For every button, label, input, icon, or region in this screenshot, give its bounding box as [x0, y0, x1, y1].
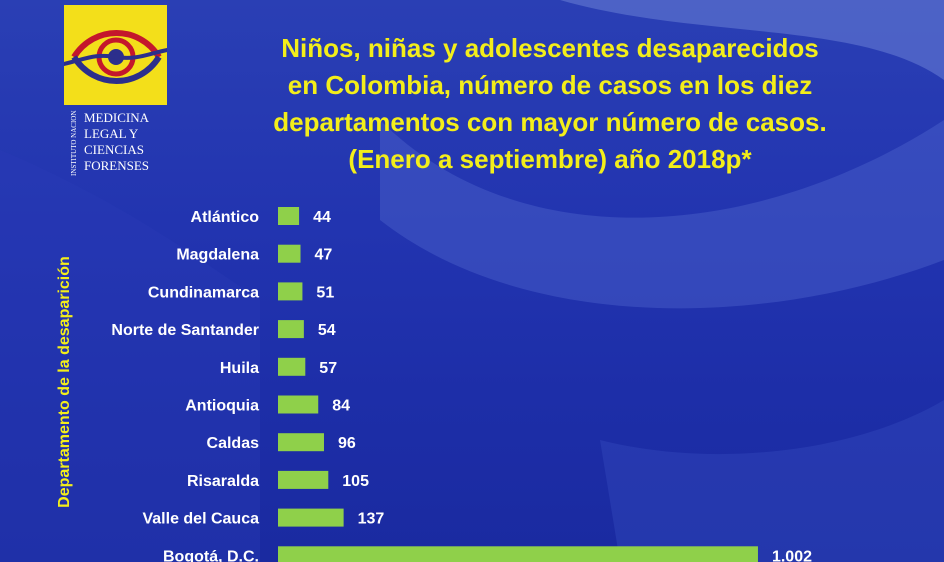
value-label: 1.002 [772, 548, 812, 562]
category-label: Antioquia [185, 398, 259, 415]
bar [278, 357, 306, 376]
bars-group: Atlántico 44 Magdalena 47 Cundinamarca 51 Nort… [111, 207, 812, 562]
bar [278, 320, 304, 339]
logo-line-4: FORENSES [84, 158, 149, 173]
eye-logo-icon [58, 30, 175, 84]
category-label: Bogotá, D.C. [163, 548, 259, 562]
value-label: 84 [332, 398, 350, 415]
logo-text: INSTITUTO NACIONAL DE MEDICINA LEGAL Y C… [70, 110, 150, 176]
value-label: 105 [342, 473, 369, 490]
category-label: Valle del Cauca [142, 511, 259, 528]
logo-line-0: INSTITUTO NACIONAL DE [70, 110, 78, 176]
category-label: Huila [220, 360, 259, 377]
logo-line-2: LEGAL Y [84, 126, 139, 141]
value-label: 57 [319, 360, 337, 377]
institute-logo [58, 5, 175, 105]
bar [278, 433, 324, 452]
value-label: 96 [338, 435, 356, 452]
bar [278, 470, 329, 489]
bar [278, 244, 301, 263]
category-label: Cundinamarca [148, 284, 259, 301]
value-label: 54 [318, 322, 336, 339]
category-label: Norte de Santander [111, 322, 259, 339]
value-label: 51 [316, 284, 334, 301]
logo-line-1: MEDICINA [84, 110, 150, 125]
bar [278, 508, 344, 527]
bar [278, 546, 758, 562]
category-label: Magdalena [176, 247, 259, 264]
logo-line-3: CIENCIAS [84, 142, 144, 157]
category-label: Risaralda [187, 473, 259, 490]
category-label: Caldas [207, 435, 260, 452]
title-line-2: departamentos con mayor número de casos. [273, 107, 827, 137]
category-label: Atlántico [191, 209, 260, 226]
bar [278, 395, 319, 414]
title-line-1: en Colombia, número de casos en los diez [287, 70, 813, 100]
bar [278, 282, 303, 301]
value-label: 44 [313, 209, 331, 226]
value-label: 137 [358, 511, 385, 528]
title-line-0: Niños, niñas y adolescentes desaparecido… [281, 33, 819, 63]
chart-title: Niños, niñas y adolescentes desaparecido… [190, 30, 910, 178]
title-line-3: (Enero a septiembre) año 2018p* [348, 144, 752, 174]
value-label: 47 [315, 247, 333, 264]
bar [278, 207, 300, 225]
